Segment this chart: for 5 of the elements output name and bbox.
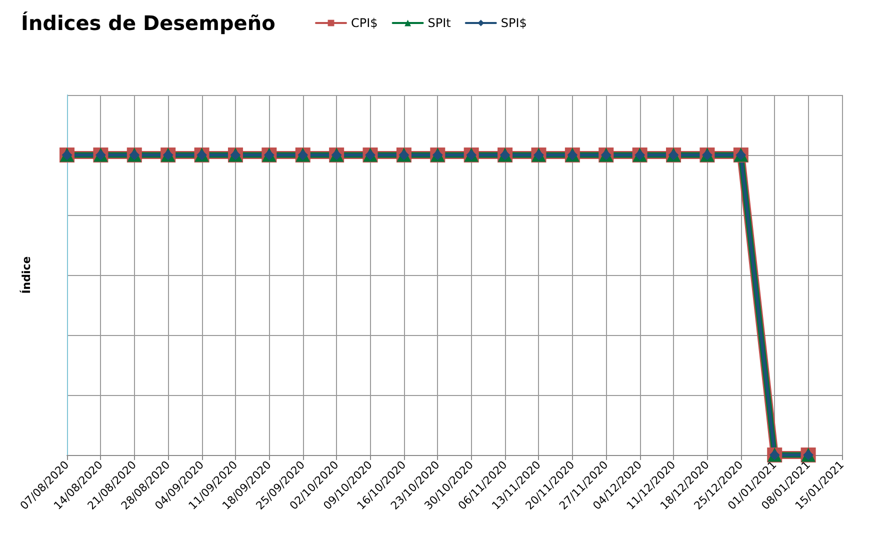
legend-label: CPI$: [351, 16, 378, 30]
y-axis-title: Índice: [19, 256, 33, 294]
legend-label: SPI$: [500, 16, 527, 30]
chart-title: Índices de Desempeño: [21, 11, 276, 35]
legend-label: SPIt: [428, 16, 452, 30]
